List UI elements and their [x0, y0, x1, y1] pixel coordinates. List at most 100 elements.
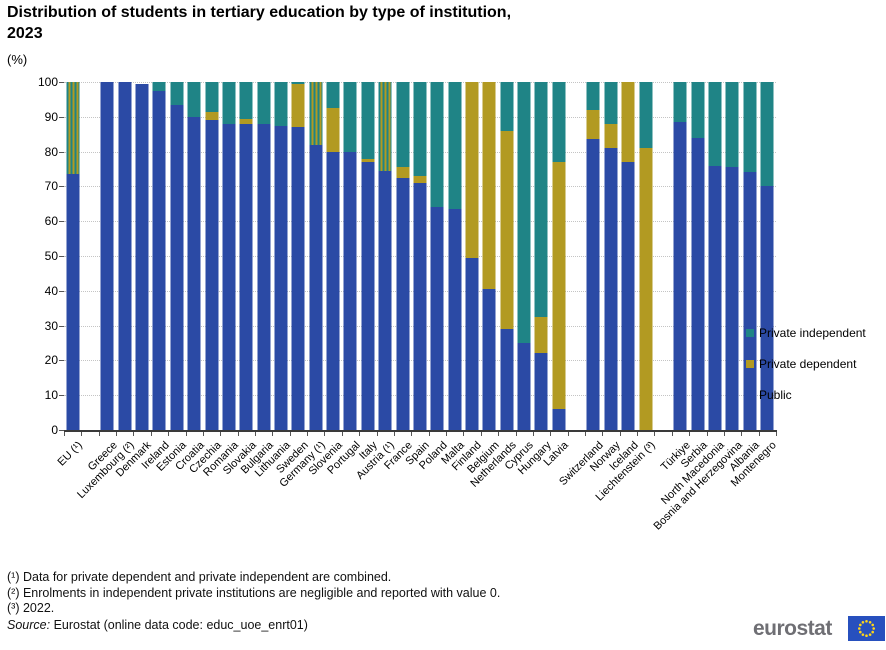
segment-combined-private — [309, 82, 323, 145]
bar-romania — [222, 82, 236, 430]
segment-private-dependent — [586, 109, 600, 140]
bar-iceland — [621, 82, 635, 430]
segment-public — [552, 409, 566, 430]
x-axis-tick — [98, 432, 100, 436]
segment-private-independent — [743, 82, 757, 173]
bar-slot — [133, 82, 150, 430]
bar-slot — [620, 82, 637, 430]
y-axis-tick — [59, 82, 64, 83]
segment-public — [482, 289, 496, 430]
segment-public — [725, 167, 739, 430]
segment-combined-private — [378, 82, 392, 171]
bar-slot — [116, 82, 133, 430]
x-axis-tick — [584, 432, 586, 436]
segment-private-independent — [170, 82, 184, 105]
segment-public — [343, 151, 357, 430]
segment-public — [187, 116, 201, 430]
bar-slot — [602, 82, 619, 430]
x-axis-label-eu: EU (¹) — [55, 439, 85, 469]
x-axis-tick — [133, 432, 135, 436]
segment-private-independent — [205, 82, 219, 112]
bar-luxembourg — [118, 82, 132, 430]
x-axis-tick — [741, 432, 743, 436]
legend-item-private-independent: Private independent — [746, 326, 882, 340]
bar-slot — [64, 82, 81, 430]
bar-gap-spacer — [567, 82, 584, 430]
x-axis-tick — [393, 432, 395, 436]
bar-slot — [758, 82, 775, 430]
segment-public — [448, 209, 462, 430]
bar-denmark — [135, 82, 149, 430]
segment-private-independent — [257, 82, 271, 124]
x-axis-tick — [480, 432, 482, 436]
bar-malta — [448, 82, 462, 430]
segment-private-independent — [396, 82, 409, 168]
x-axis-tick — [689, 432, 691, 436]
segment-public — [378, 170, 392, 430]
bar-eu — [66, 82, 80, 430]
bar-hungary — [534, 82, 548, 430]
bar-austria — [378, 82, 392, 430]
segment-private-dependent — [534, 316, 548, 354]
y-axis-tick — [59, 221, 64, 223]
segment-public — [534, 353, 548, 430]
bar-slot — [463, 82, 480, 430]
x-axis-tick — [567, 432, 569, 436]
segment-private-independent — [725, 82, 739, 168]
bar-estonia — [170, 82, 184, 430]
y-axis-label-10: 10 — [44, 388, 58, 403]
x-axis-tick — [272, 432, 274, 436]
segment-public — [413, 182, 427, 430]
bar-slot — [429, 82, 446, 430]
bar-serbia — [691, 82, 705, 430]
segment-private-independent — [152, 82, 166, 91]
legend-label-public: Public — [759, 388, 792, 402]
segment-public — [135, 84, 149, 430]
segment-public — [100, 82, 114, 430]
legend-label-private-dependent: Private dependent — [759, 357, 857, 371]
segment-private-independent — [430, 82, 444, 208]
segment-private-independent — [274, 82, 288, 126]
x-axis-tick — [428, 432, 430, 436]
chart-title-line2: 2023 — [7, 25, 43, 42]
segment-public — [396, 177, 409, 430]
segment-private-independent — [413, 82, 427, 176]
bar-ireland — [152, 82, 166, 430]
footnote-1: (¹) Data for private dependent and priva… — [7, 570, 392, 584]
x-axis-tick — [116, 432, 118, 436]
bar-slot — [99, 82, 116, 430]
segment-public — [222, 123, 236, 430]
bar-sweden — [291, 82, 305, 430]
bar-latvia — [552, 82, 566, 430]
legend-item-private-dependent: Private dependent — [746, 357, 882, 371]
segment-private-independent — [604, 82, 618, 124]
bar-cyprus — [517, 82, 531, 430]
bar-finland — [465, 82, 479, 430]
bar-portugal — [343, 82, 357, 430]
bar-poland — [430, 82, 444, 430]
bar-slot — [238, 82, 255, 430]
segment-public — [66, 174, 80, 430]
bar-gap-spacer — [81, 82, 98, 430]
x-axis-tick — [168, 432, 170, 436]
y-axis-tick — [59, 360, 64, 362]
y-axis-tick — [59, 290, 64, 292]
segment-private-independent — [222, 82, 236, 124]
x-axis-tick — [463, 432, 465, 436]
x-axis-tick — [550, 432, 552, 436]
bar-slot — [290, 82, 307, 430]
segment-public — [673, 122, 687, 430]
bar-slot — [689, 82, 706, 430]
y-axis-label-50: 50 — [44, 249, 58, 263]
y-axis-label-60: 60 — [44, 214, 58, 229]
y-axis-label-90: 90 — [44, 109, 58, 124]
y-axis-tick — [59, 395, 64, 397]
chart-legend: Private independent Private dependent Pu… — [746, 326, 882, 419]
x-axis-line — [64, 430, 777, 432]
segment-public — [621, 162, 635, 430]
segment-private-dependent — [205, 111, 219, 121]
x-axis-tick — [64, 432, 65, 436]
legend-swatch-private-dependent-icon — [746, 360, 754, 368]
x-axis-tick — [341, 432, 343, 436]
bar-belgium — [482, 82, 496, 430]
